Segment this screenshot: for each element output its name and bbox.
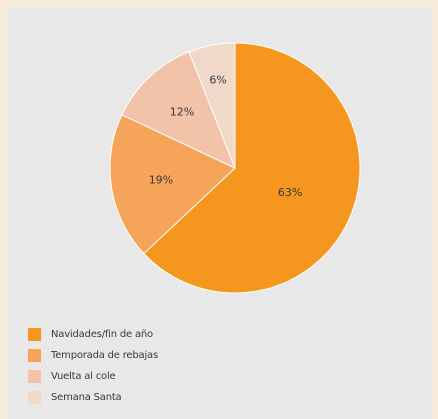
legend-item-semana-santa: Semana Santa — [28, 387, 158, 408]
legend-swatch — [28, 370, 41, 383]
legend-item-rebajas: Temporada de rebajas — [28, 345, 158, 366]
pie-slice — [109, 114, 236, 255]
legend-item-vuelta-al-cole: Vuelta al cole — [28, 366, 158, 387]
slice-data-label: 6% — [209, 74, 226, 87]
legend-swatch — [28, 349, 41, 362]
legend-label: Navidades/fin de año — [51, 329, 153, 340]
pie-chart: 63% 19% 12% 6% — [109, 42, 361, 294]
slice-data-label: 12% — [170, 106, 194, 119]
legend-label: Semana Santa — [51, 392, 122, 403]
legend-item-navidades: Navidades/fin de año — [28, 324, 158, 345]
chart-panel: 63% 19% 12% 6% Navidades/fin de año Tempora… — [8, 8, 432, 419]
legend-swatch — [28, 391, 41, 404]
legend-swatch — [28, 328, 41, 341]
legend-label: Vuelta al cole — [51, 371, 116, 382]
pie-slice — [121, 51, 236, 169]
legend: Navidades/fin de año Temporada de rebaja… — [28, 324, 158, 408]
slice-data-label: 19% — [149, 174, 173, 187]
legend-label: Temporada de rebajas — [51, 350, 158, 361]
pie-slice — [188, 42, 236, 169]
pie-slice — [143, 42, 361, 294]
slice-data-label: 63% — [278, 186, 302, 199]
